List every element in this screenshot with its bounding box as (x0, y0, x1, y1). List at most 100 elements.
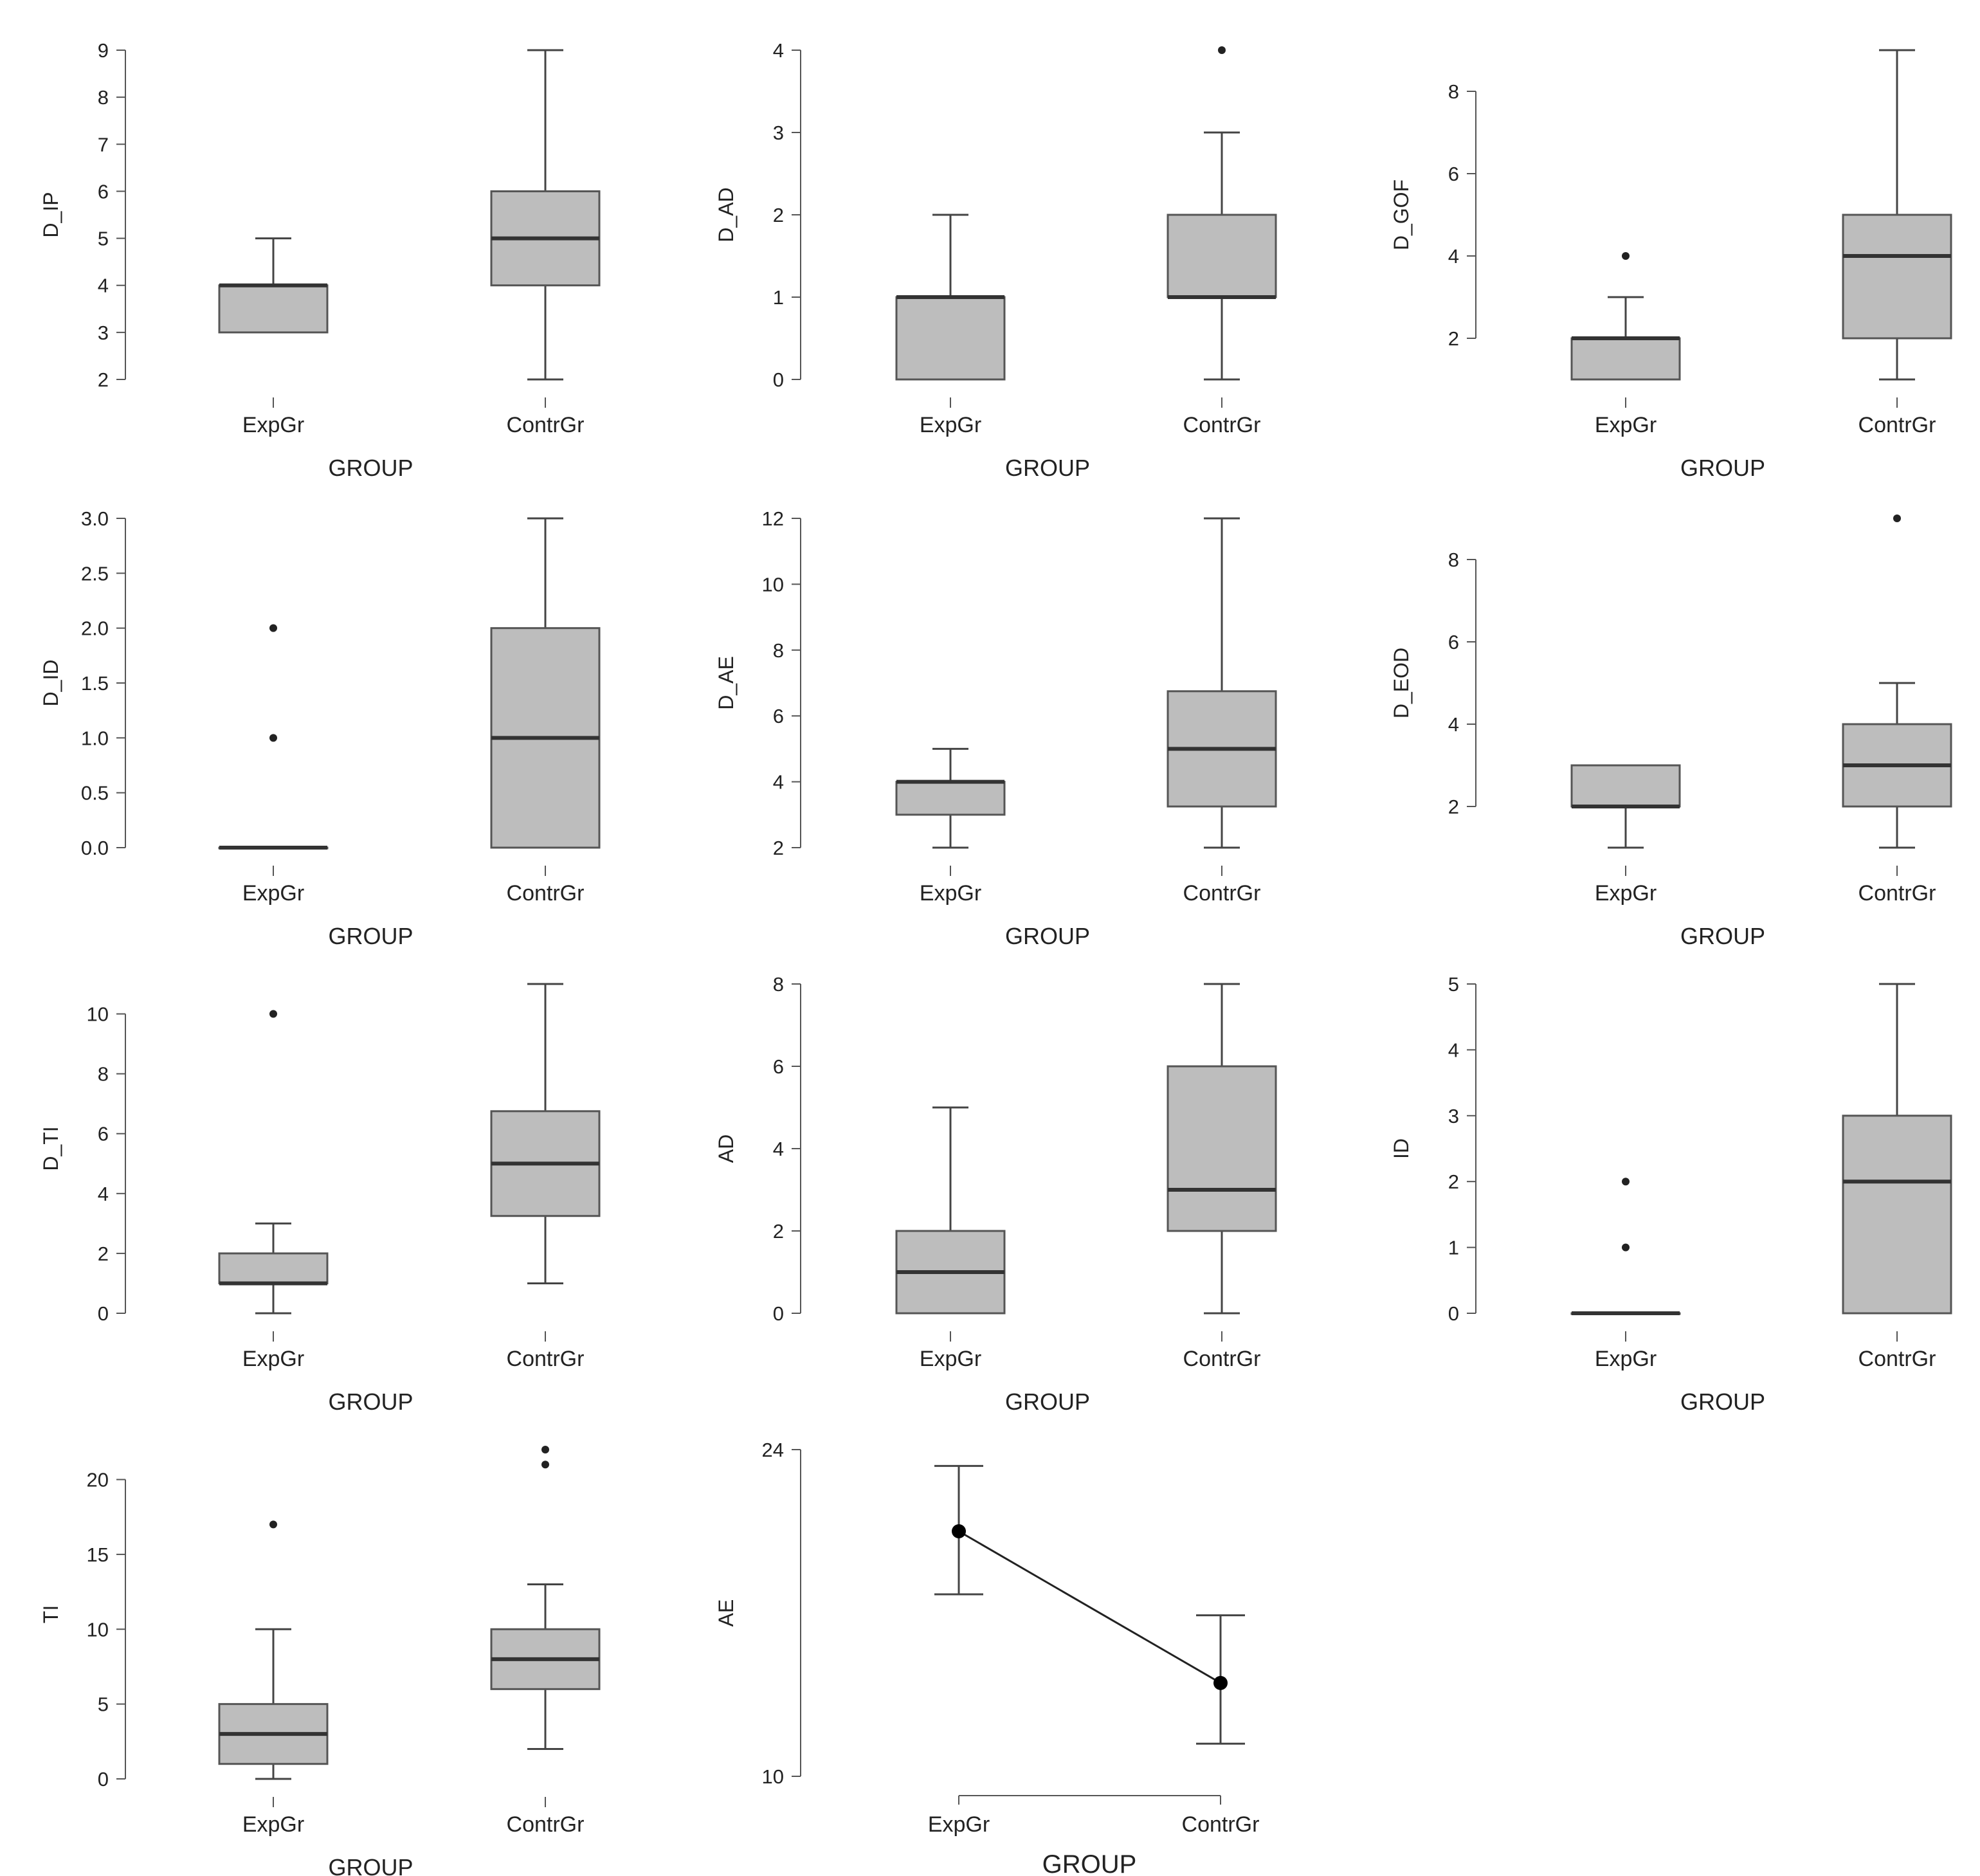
outlier-point (269, 1010, 277, 1018)
x-axis-title: GROUP (1042, 1850, 1137, 1876)
outlier-point (269, 1520, 277, 1529)
outlier-point (541, 1461, 549, 1469)
y-tick-label: 7 (98, 133, 109, 156)
y-tick-label: 4 (773, 39, 784, 62)
x-category-label: ContrGr (1183, 1347, 1261, 1371)
y-axis-title: D_TI (39, 1126, 62, 1170)
y-tick-label: 2 (1448, 1170, 1459, 1193)
y-tick-label: 6 (773, 1055, 784, 1078)
y-tick-label: 4 (773, 771, 784, 794)
y-axis-title: D_AE (714, 656, 738, 710)
y-axis-title: D_EOD (1390, 648, 1413, 718)
y-tick-label: 20 (87, 1469, 109, 1491)
x-category-label: ContrGr (507, 413, 585, 437)
y-tick-label: 1.5 (81, 672, 109, 695)
outlier-point (541, 1446, 549, 1453)
y-tick-label: 6 (773, 705, 784, 727)
outlier-point (1218, 46, 1226, 54)
y-tick-label: 3 (773, 122, 784, 144)
y-tick-label: 1 (1448, 1237, 1459, 1259)
x-category-label: ContrGr (507, 1347, 585, 1371)
x-category-label: ExpGr (1595, 1347, 1657, 1371)
y-tick-label: 0 (773, 1302, 784, 1325)
y-tick-label: 1.0 (81, 727, 109, 749)
x-axis-title: GROUP (328, 455, 413, 481)
mean-point (952, 1524, 966, 1538)
y-axis-title: D_GOF (1390, 179, 1413, 250)
y-tick-label: 3 (1448, 1105, 1459, 1127)
y-axis-title: D_ID (39, 660, 62, 707)
mean-point (1213, 1675, 1228, 1690)
y-tick-label: 12 (762, 507, 784, 530)
x-category-label: ExpGr (1595, 413, 1657, 437)
x-axis-title: GROUP (328, 1389, 413, 1415)
y-tick-label: 8 (98, 1063, 109, 1086)
chart-panel-ad: 0 2 4 6 8 AD ExpGr ContrGr GROUP (714, 973, 1277, 1415)
y-tick-label: 5 (1448, 973, 1459, 996)
y-tick-label: 2.5 (81, 562, 109, 585)
x-axis-title: GROUP (328, 1854, 413, 1876)
chart-panel-d-eod: 2 4 6 8 D_EOD ExpGr ContrGr GROUP (1390, 515, 1952, 949)
chart-panel-ti: 0 5 10 15 20 TI ExpGr ContrGr GROUP (39, 1446, 601, 1876)
x-category-label: ExpGr (242, 413, 304, 437)
chart-panel-d-ad: 0 1 2 3 4 D_AD ExpGr ContrGr GROUP (714, 39, 1277, 481)
box-expgr (1570, 764, 1681, 808)
y-tick-label: 4 (1448, 1039, 1459, 1061)
y-tick-label: 4 (98, 1183, 109, 1205)
y-tick-label: 2 (98, 1243, 109, 1265)
y-tick-label: 2 (773, 1220, 784, 1243)
y-tick-label: 6 (1448, 163, 1459, 185)
box-contrgr (1167, 214, 1277, 298)
outlier-point (1622, 252, 1630, 260)
x-axis-title: GROUP (328, 923, 413, 949)
y-tick-label: 3.0 (81, 507, 109, 530)
chart-panel-id: 0 1 2 3 4 5 ID ExpGr ContrGr GROUP (1390, 973, 1952, 1415)
x-category-label: ContrGr (1858, 881, 1936, 906)
y-axis-title: AE (714, 1599, 738, 1627)
y-tick-label: 2 (1448, 327, 1459, 350)
chart-panel-d-ti: 0 2 4 6 8 10 D_TI ExpGr ContrGr GROUP (39, 983, 601, 1415)
y-tick-label: 8 (773, 639, 784, 662)
outlier-point (269, 624, 277, 632)
y-axis-title: D_IP (39, 192, 62, 237)
box-contrgr (1167, 1065, 1277, 1232)
y-axis-title: TI (39, 1605, 62, 1623)
chart-panel-d-gof: 2 4 6 8 D_GOF ExpGr ContrGr GROUP (1390, 49, 1952, 481)
outlier-point (269, 734, 277, 742)
y-tick-label: 2 (773, 204, 784, 226)
y-tick-label: 2.0 (81, 617, 109, 640)
x-category-label: ContrGr (1183, 413, 1261, 437)
y-axis-title: AD (714, 1134, 738, 1163)
x-category-label: ExpGr (242, 1347, 304, 1371)
y-tick-label: 2 (1448, 796, 1459, 818)
x-axis-title: GROUP (1680, 455, 1765, 481)
y-tick-label: 2 (773, 837, 784, 859)
box-expgr (895, 296, 1006, 381)
x-axis-title: GROUP (1005, 455, 1090, 481)
x-category-label: ExpGr (920, 1347, 981, 1371)
y-tick-label: 0 (98, 1302, 109, 1325)
y-tick-label: 5 (98, 228, 109, 250)
y-tick-label: 24 (762, 1439, 784, 1461)
chart-panel-d-ip: 2 3 4 5 6 7 8 9 D_IP ExpGr ContrGr GROUP (39, 39, 601, 481)
y-tick-label: 0 (773, 369, 784, 391)
y-tick-label: 0.5 (81, 782, 109, 805)
y-tick-label: 8 (773, 973, 784, 996)
box-contrgr (1842, 1115, 1952, 1315)
x-axis-title: GROUP (1005, 923, 1090, 949)
y-tick-label: 4 (773, 1138, 784, 1160)
y-tick-label: 1 (773, 286, 784, 309)
x-category-label: ContrGr (1182, 1812, 1260, 1837)
y-tick-label: 6 (98, 1123, 109, 1145)
outlier-point (1893, 515, 1901, 522)
box-contrgr (1842, 214, 1952, 340)
x-category-label: ContrGr (1858, 1347, 1936, 1371)
y-tick-label: 8 (98, 86, 109, 109)
y-tick-label: 4 (1448, 245, 1459, 268)
x-category-label: ContrGr (507, 881, 585, 906)
x-category-label: ExpGr (1595, 881, 1657, 906)
y-tick-label: 0 (98, 1768, 109, 1790)
box-expgr (1570, 337, 1681, 381)
y-tick-label: 10 (87, 1618, 109, 1641)
